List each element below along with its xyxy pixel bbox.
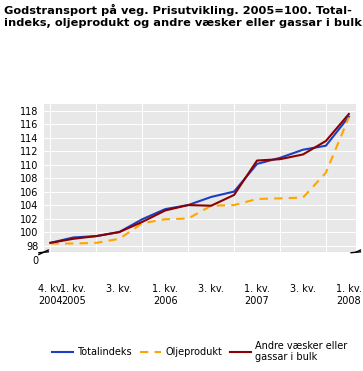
Totalindeks	[48, 241, 53, 245]
Andre væsker eller
gassar i bulk	[94, 234, 98, 238]
Text: 3. kv.: 3. kv.	[106, 284, 132, 294]
Totalindeks	[117, 230, 122, 234]
Andre væsker eller
gassar i bulk	[255, 158, 259, 163]
Totalindeks	[301, 148, 305, 152]
Oljeprodukt	[140, 221, 144, 226]
Andre væsker eller
gassar i bulk	[186, 203, 190, 207]
Oljeprodukt	[48, 241, 53, 246]
Line: Totalindeks: Totalindeks	[50, 117, 349, 243]
Text: 1. kv.
2008: 1. kv. 2008	[336, 284, 362, 306]
Oljeprodukt	[324, 170, 328, 175]
Totalindeks	[140, 217, 144, 221]
Totalindeks	[71, 235, 76, 240]
Oljeprodukt	[209, 204, 213, 208]
Andre væsker eller
gassar i bulk	[347, 112, 351, 116]
Oljeprodukt	[186, 216, 190, 221]
Legend: Totalindeks, Oljeprodukt, Andre væsker eller
gassar i bulk: Totalindeks, Oljeprodukt, Andre væsker e…	[48, 337, 351, 366]
Totalindeks	[163, 207, 167, 211]
Text: 1. kv.
2006: 1. kv. 2006	[152, 284, 178, 306]
Andre væsker eller
gassar i bulk	[140, 220, 144, 224]
Andre væsker eller
gassar i bulk	[209, 204, 213, 208]
Text: 4. kv.
2004: 4. kv. 2004	[37, 284, 64, 306]
Totalindeks	[324, 144, 328, 148]
Totalindeks	[232, 189, 236, 194]
Totalindeks	[347, 115, 351, 119]
Oljeprodukt	[301, 196, 305, 200]
Oljeprodukt	[278, 196, 282, 201]
Text: 3. kv.: 3. kv.	[290, 284, 316, 294]
Andre væsker eller
gassar i bulk	[117, 230, 122, 234]
Text: 1. kv.
2005: 1. kv. 2005	[61, 284, 86, 306]
Text: Godstransport på veg. Prisutvikling. 2005=100. Total-
indeks, oljeprodukt og and: Godstransport på veg. Prisutvikling. 200…	[4, 4, 362, 28]
Andre væsker eller
gassar i bulk	[48, 241, 53, 245]
Andre væsker eller
gassar i bulk	[163, 208, 167, 213]
Andre væsker eller
gassar i bulk	[232, 193, 236, 197]
Oljeprodukt	[232, 203, 236, 207]
Oljeprodukt	[163, 217, 167, 221]
Oljeprodukt	[255, 197, 259, 201]
Andre væsker eller
gassar i bulk	[324, 139, 328, 143]
Totalindeks	[278, 155, 282, 160]
Totalindeks	[255, 162, 259, 166]
Totalindeks	[186, 203, 190, 207]
Oljeprodukt	[71, 241, 76, 246]
Totalindeks	[94, 234, 98, 238]
Oljeprodukt	[347, 115, 351, 119]
Line: Andre væsker eller
gassar i bulk: Andre væsker eller gassar i bulk	[50, 114, 349, 243]
Andre væsker eller
gassar i bulk	[301, 152, 305, 157]
Totalindeks	[209, 195, 213, 199]
Text: 3. kv.: 3. kv.	[198, 284, 224, 294]
Andre væsker eller
gassar i bulk	[71, 237, 76, 241]
Andre væsker eller
gassar i bulk	[278, 157, 282, 161]
Line: Oljeprodukt: Oljeprodukt	[50, 117, 349, 243]
Text: 1. kv.
2007: 1. kv. 2007	[244, 284, 270, 306]
Oljeprodukt	[117, 237, 122, 241]
Oljeprodukt	[94, 241, 98, 245]
